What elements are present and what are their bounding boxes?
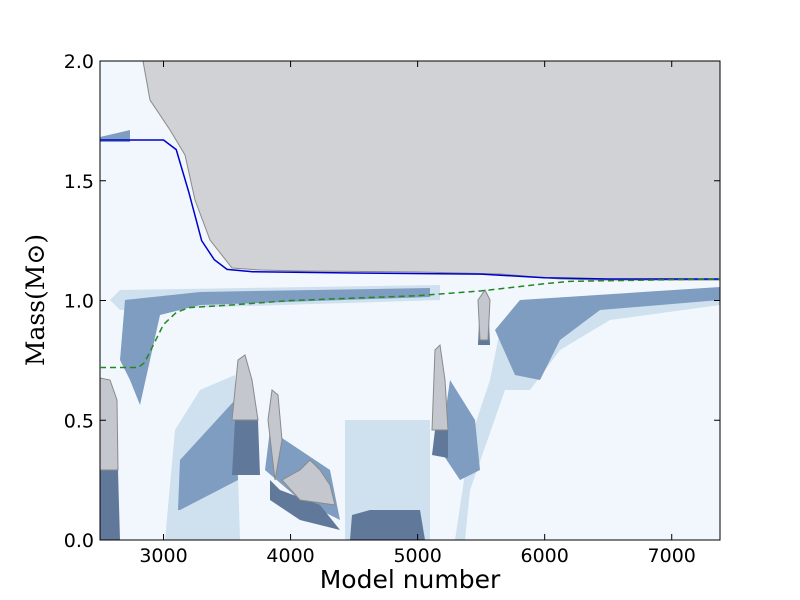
x-tick-label: 5000: [393, 545, 441, 567]
plot-background: [99, 60, 721, 540]
y-tick-label: 1.0: [64, 291, 94, 313]
x-tick-label: 6000: [520, 545, 568, 567]
y-tick-label: 2.0: [64, 51, 94, 73]
x-tick-label: 4000: [266, 545, 314, 567]
x-tick-label: 3000: [139, 545, 187, 567]
y-tick-label: 1.5: [64, 171, 94, 193]
y-tick-label: 0.5: [64, 410, 94, 432]
x-axis-label: Model number: [320, 565, 501, 594]
y-tick-label: 0.0: [64, 530, 94, 552]
plot-frame: [99, 60, 721, 541]
y-axis-label: Mass(M⊙): [21, 234, 50, 366]
x-tick-label: 7000: [648, 545, 696, 567]
series-line: [100, 139, 720, 280]
